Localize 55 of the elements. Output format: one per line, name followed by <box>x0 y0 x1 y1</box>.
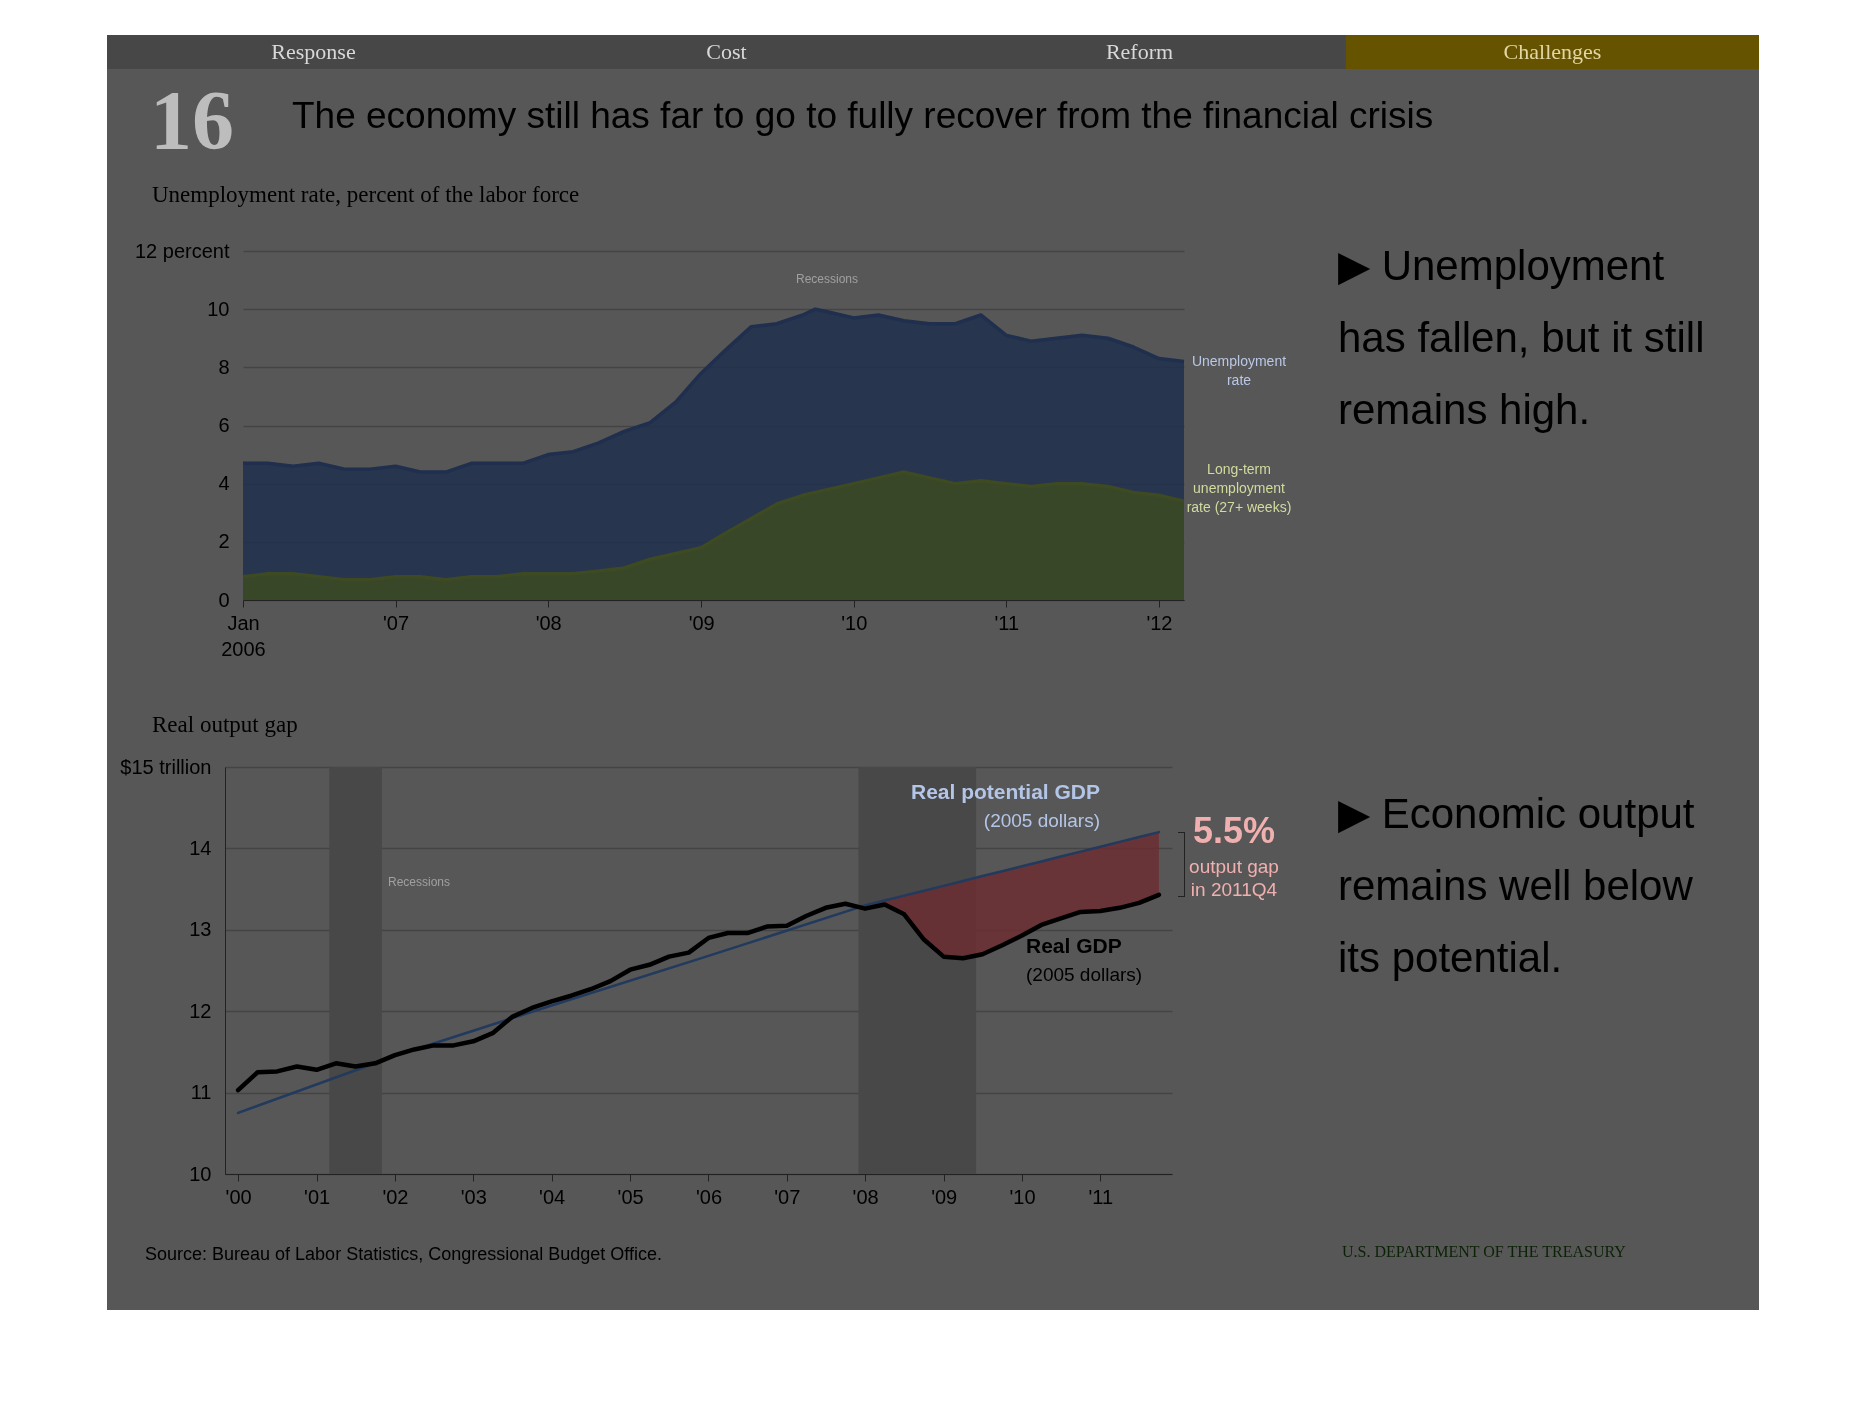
series-label: Long-term unemployment rate (27+ weeks) <box>1185 460 1293 517</box>
x-tick-label: '08 <box>852 1185 879 1208</box>
y-tick-label: $15 trillion <box>120 755 212 778</box>
y-tick-label: 12 <box>189 999 212 1022</box>
line-series <box>235 892 1162 1093</box>
x-tick-label: '03 <box>460 1185 487 1208</box>
y-tick-label: 11 <box>190 1081 212 1104</box>
x-tick-label: '01 <box>304 1185 331 1208</box>
annotation: (2005 dollars) <box>982 810 1100 832</box>
x-tick-label: '09 <box>688 611 715 634</box>
x-tick-label: '12 <box>1146 611 1173 634</box>
series-label: Real GDP <box>1026 934 1122 958</box>
x-tick-label: '08 <box>535 611 562 634</box>
x-tick-label: '11 <box>994 611 1020 634</box>
x-tick-label: '10 <box>841 611 868 634</box>
y-tick-label: 12 percent <box>134 239 230 262</box>
text: Response <box>107 35 520 69</box>
x-tick-label: '06 <box>695 1185 723 1208</box>
text: U.S. DEPARTMENT OF THE TREASURY <box>1342 1243 1626 1261</box>
text: Reform <box>933 35 1346 69</box>
x-tick-label: '00 <box>225 1185 252 1208</box>
source-note: Source: Bureau of Labor Statistics, Congressional Budget Office. <box>145 1244 662 1265</box>
y-tick-label: 2 <box>218 530 230 553</box>
x-tick-label: '09 <box>931 1185 958 1208</box>
chart-subtitle: Unemployment rate, percent of the labor force <box>152 182 580 208</box>
y-tick-label: 14 <box>189 836 212 859</box>
y-tick-label: 6 <box>218 414 230 436</box>
x-tick-label: '11 <box>1088 1185 1114 1208</box>
text: Cost <box>520 35 933 69</box>
x-tick-label: '02 <box>382 1185 409 1208</box>
x-tick-label: '10 <box>1009 1185 1036 1208</box>
y-tick-label: 13 <box>189 918 212 941</box>
text: output gap in 2011Q4 <box>1188 855 1280 901</box>
y-tick-label: 10 <box>189 1162 212 1185</box>
y-tick-label: 4 <box>218 472 230 495</box>
y-tick-label: 0 <box>218 588 230 611</box>
text: 5.5% <box>1193 810 1276 852</box>
x-tick-label: '05 <box>617 1185 644 1208</box>
y-tick-label: 10 <box>207 297 230 320</box>
text: Real potential GDP <box>909 780 1100 804</box>
chart-title: Real output gap <box>152 712 298 738</box>
text: ▶ Unemployment has fallen, but it still remains high. <box>1338 241 1706 435</box>
x-tick-label: '04 <box>539 1185 566 1208</box>
y-tick-label: 8 <box>218 355 230 378</box>
text: ▶ Economic output remains well below its potential. <box>1338 789 1696 983</box>
annotation: (2005 dollars) <box>1026 964 1143 986</box>
chart-title: The economy still has far to go to fully recover from the financial crisis <box>292 95 1434 137</box>
text: 16 <box>150 73 234 169</box>
x-tick-label: '07 <box>774 1185 801 1208</box>
series-label: Unemployment rate <box>1190 352 1288 390</box>
x-tick-label: '07 <box>383 611 410 634</box>
text: Challenges <box>1346 35 1759 69</box>
annotation: Recessions <box>796 272 859 286</box>
x-tick-label: Jan 2006 <box>221 611 266 660</box>
annotation: Recessions <box>388 875 451 889</box>
